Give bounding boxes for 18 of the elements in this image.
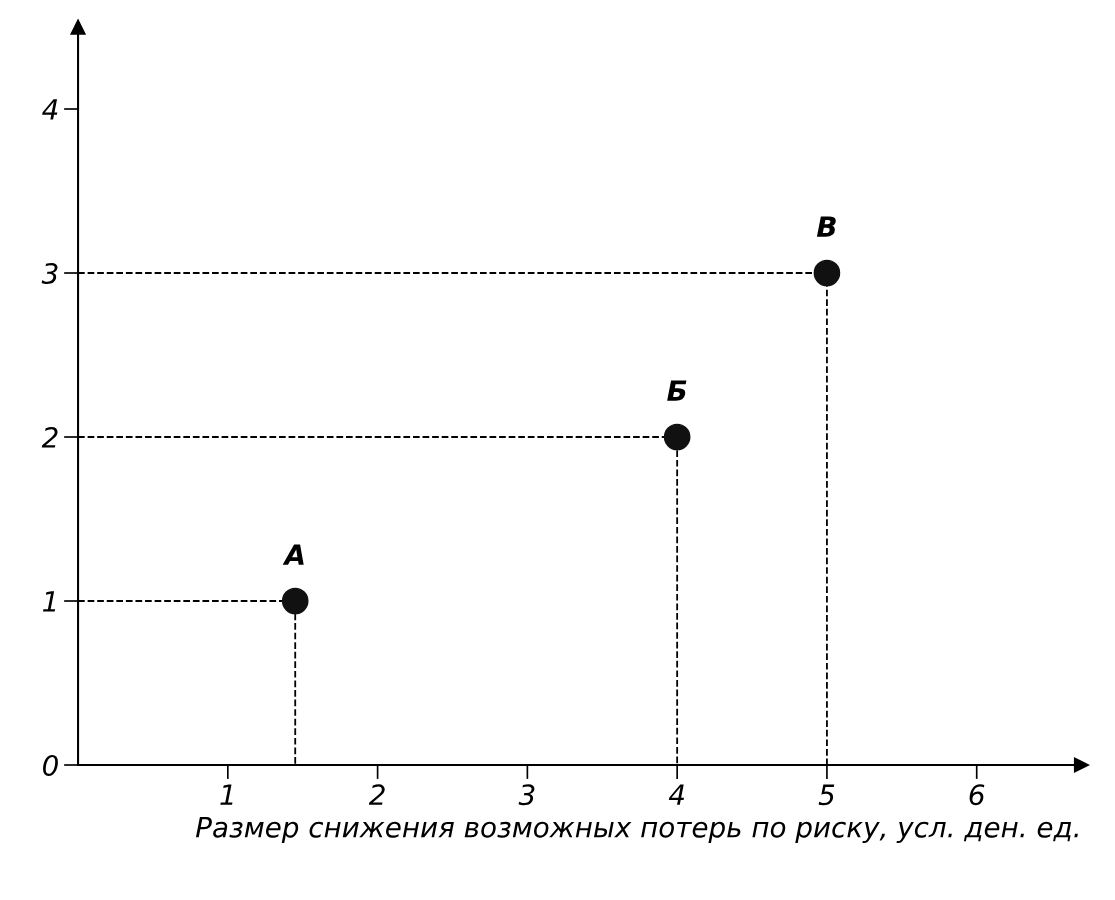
x-tick-label: 3 — [518, 784, 535, 806]
y-tick-label: 3 — [41, 262, 58, 284]
x-tick-label: 2 — [368, 784, 385, 805]
point — [663, 423, 691, 451]
x-axis-title: Размер снижения возможных потерь по риску, усл. ден. ед. — [195, 817, 1078, 844]
y-tick-label: 1 — [42, 591, 56, 612]
y-tick-label: 4 — [42, 99, 58, 120]
annotation: А — [282, 544, 304, 565]
y-tick-label: 0 — [43, 754, 58, 776]
x-tick-label: 4 — [668, 784, 685, 805]
x-tick-label: 5 — [818, 784, 835, 806]
y-tick-label: 2 — [41, 426, 58, 448]
x-tick-label: 1 — [220, 784, 233, 805]
point — [281, 587, 309, 615]
point — [813, 259, 841, 287]
x-tick-label: 6 — [969, 784, 985, 806]
annotation: Б — [667, 380, 687, 401]
annotation: В — [816, 216, 836, 237]
